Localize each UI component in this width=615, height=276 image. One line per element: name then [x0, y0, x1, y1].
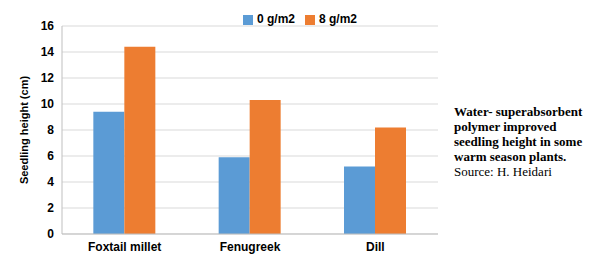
svg-text:12: 12	[41, 71, 55, 85]
html-text:0 g/m2: 0 g/m2	[257, 12, 295, 26]
html-text:8 g/m2: 8 g/m2	[319, 12, 357, 26]
svg-text:Dill: Dill	[366, 240, 385, 254]
svg-text:14: 14	[41, 45, 55, 59]
svg-text:Seedling height (cm): Seedling height (cm)	[18, 76, 30, 185]
svg-text:2: 2	[47, 201, 54, 215]
svg-text:8: 8	[47, 123, 54, 137]
svg-text:16: 16	[41, 19, 55, 33]
html-text:Source: H. Heidari: Source: H. Heidari	[454, 164, 552, 179]
svg-text:Foxtail millet: Foxtail millet	[88, 240, 161, 254]
html-text:Water- superabsorbent polymer: Water- superabsorbent polymer improved s…	[454, 104, 583, 164]
svg-text:6: 6	[47, 149, 54, 163]
svg-text:10: 10	[41, 97, 55, 111]
svg-text:Fenugreek: Fenugreek	[220, 240, 281, 254]
svg-text:4: 4	[47, 175, 54, 189]
svg-text:0: 0	[47, 227, 54, 241]
